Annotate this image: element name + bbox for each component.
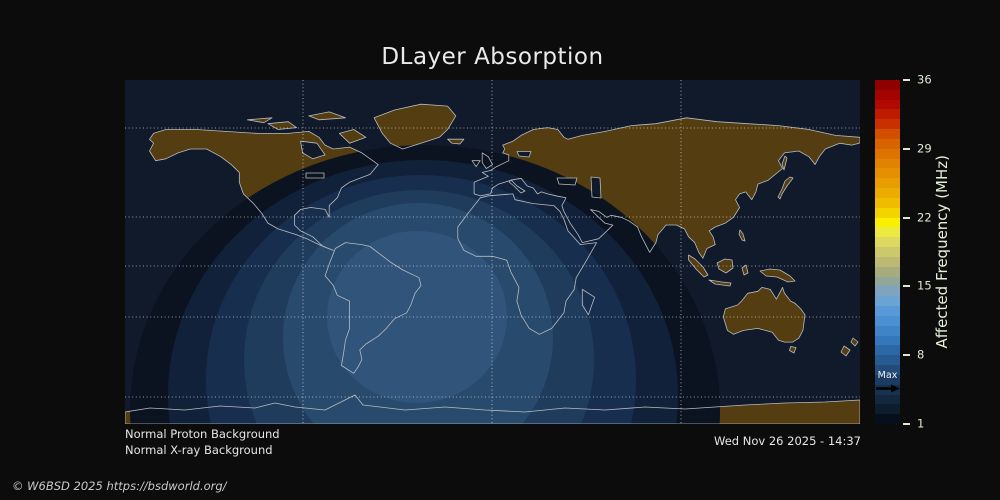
colorbar-tick bbox=[903, 216, 910, 219]
graticule-gridlines bbox=[125, 80, 860, 424]
world-map-svg bbox=[125, 80, 860, 424]
colorbar-tick bbox=[903, 354, 910, 357]
colorbar-tick bbox=[903, 79, 910, 81]
proton-background-status: Normal Proton Background bbox=[125, 427, 280, 441]
background-status: Normal Proton Background Normal X-ray Ba… bbox=[125, 426, 280, 458]
colorbar-tick-label: 22 bbox=[917, 210, 932, 225]
colorbar-axis-label: Affected Frequency (MHz) bbox=[933, 155, 951, 349]
colorbar-tick-label: 29 bbox=[917, 141, 932, 156]
max-arrow-icon bbox=[876, 384, 900, 393]
colorbar-tick-label: 1 bbox=[917, 416, 925, 431]
colorbar-tick-label: 36 bbox=[917, 72, 932, 87]
world-map bbox=[125, 80, 860, 424]
map-timestamp: Wed Nov 26 2025 - 14:37 bbox=[714, 434, 861, 448]
copyright-notice: © W6BSD 2025 https://bsdworld.org/ bbox=[12, 479, 227, 493]
max-marker-label: Max bbox=[877, 369, 898, 381]
colorbar-tick bbox=[903, 285, 910, 288]
colorbar-tick bbox=[903, 423, 910, 425]
xray-background-status: Normal X-ray Background bbox=[125, 443, 273, 457]
page-title: DLayer Absorption bbox=[381, 44, 604, 70]
colorbar: 36 29 22 15 8 1 Max Affected Frequency (MHz) bbox=[875, 73, 1000, 431]
colorbar-tick bbox=[903, 147, 910, 150]
colorbar-tick-label: 15 bbox=[917, 279, 932, 294]
colorbar-gradient bbox=[875, 80, 900, 424]
colorbar-tick-label: 8 bbox=[917, 347, 925, 362]
